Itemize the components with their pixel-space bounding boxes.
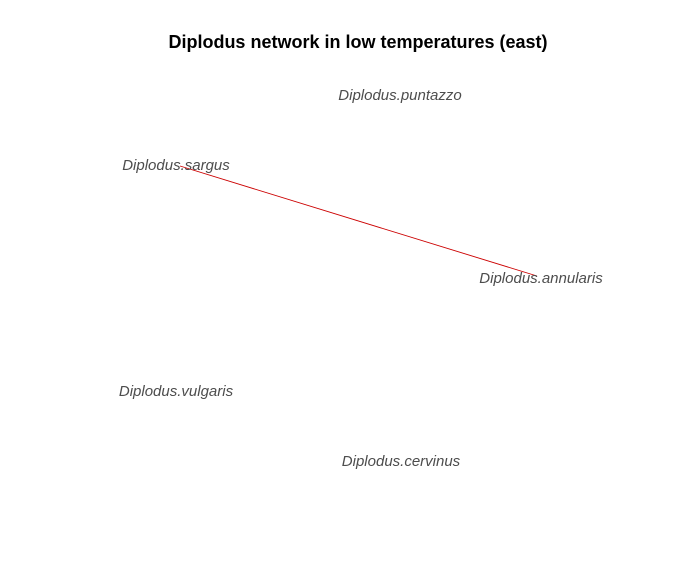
- node-layer: Diplodus.puntazzo Diplodus.sargus Diplodus…: [119, 87, 603, 470]
- node-label-cervinus: Diplodus.cervinus: [342, 453, 461, 470]
- node-label-vulgaris: Diplodus.vulgaris: [119, 383, 234, 400]
- figure-title: Diplodus network in low temperatures (ea…: [168, 32, 547, 52]
- edge-sargus-annularis: [179, 165, 538, 277]
- node-label-annularis: Diplodus.annularis: [479, 270, 603, 287]
- node-label-sargus: Diplodus.sargus: [122, 157, 230, 174]
- edge-layer: [179, 165, 538, 277]
- node-label-puntazzo: Diplodus.puntazzo: [338, 87, 461, 104]
